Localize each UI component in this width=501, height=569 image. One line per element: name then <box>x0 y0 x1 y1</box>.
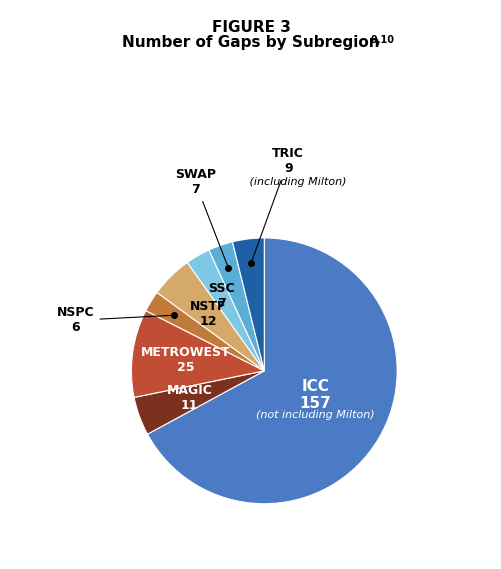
Text: METROWEST
25: METROWEST 25 <box>140 346 229 374</box>
Wedge shape <box>208 242 264 371</box>
Text: (not including Milton): (not including Milton) <box>256 410 374 420</box>
Text: SSC
7: SSC 7 <box>207 282 234 310</box>
Text: (including Milton): (including Milton) <box>245 177 346 187</box>
Wedge shape <box>187 250 264 371</box>
Wedge shape <box>145 292 264 371</box>
Wedge shape <box>157 262 264 371</box>
Wedge shape <box>147 238 396 504</box>
Text: MAGIC
11: MAGIC 11 <box>166 384 212 412</box>
Text: 9,10: 9,10 <box>370 35 394 46</box>
Text: SWAP
7: SWAP 7 <box>174 168 227 265</box>
Text: Number of Gaps by Subregion: Number of Gaps by Subregion <box>122 35 379 50</box>
Text: NSPC
6: NSPC 6 <box>57 306 170 335</box>
Text: ICC
157: ICC 157 <box>299 378 331 411</box>
Wedge shape <box>232 238 264 371</box>
Wedge shape <box>134 371 264 434</box>
Text: TRIC
9: TRIC 9 <box>252 147 304 260</box>
Wedge shape <box>131 311 264 397</box>
Text: NSTF
12: NSTF 12 <box>190 300 226 328</box>
Text: FIGURE 3: FIGURE 3 <box>211 20 290 35</box>
